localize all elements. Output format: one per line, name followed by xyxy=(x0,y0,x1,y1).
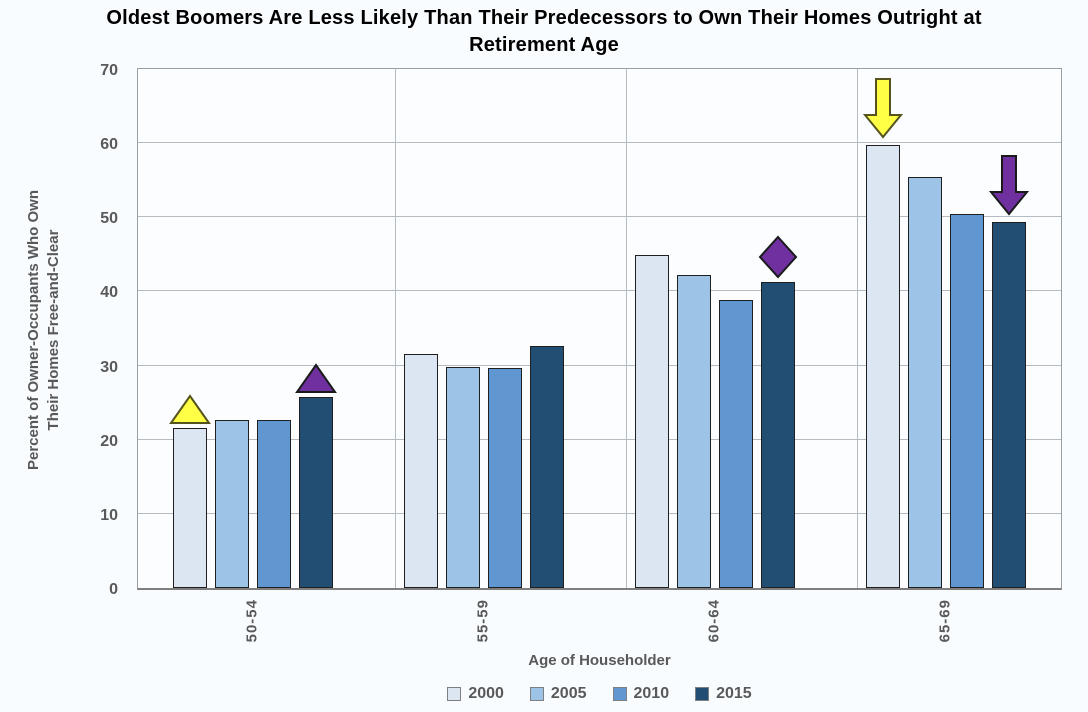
y-axis-ticks: 0 10 20 30 40 50 60 70 xyxy=(0,62,130,598)
legend-swatch-2015 xyxy=(695,687,710,701)
legend-swatch-2005 xyxy=(529,687,544,701)
triangle-up-marker xyxy=(295,363,337,394)
triangle-up-marker xyxy=(169,394,211,425)
y-tick-label-70: 70 xyxy=(100,62,118,79)
gridline-20 xyxy=(138,439,1061,440)
bar-65-69-2015 xyxy=(992,222,1026,588)
legend: 2000 2005 2010 2015 xyxy=(137,684,1062,704)
bar-55-59-2010 xyxy=(488,368,522,588)
gridline-30 xyxy=(138,365,1061,366)
gridline-10 xyxy=(138,513,1061,514)
y-tick-label-10: 10 xyxy=(100,507,118,524)
x-axis-ticks: 50-54 55-59 60-64 65-69 xyxy=(137,597,1062,653)
category-separator xyxy=(857,69,858,588)
bar-50-54-2005 xyxy=(215,420,249,588)
x-tick-label-55-59: 55-59 xyxy=(475,599,492,647)
y-tick-label-20: 20 xyxy=(100,433,118,450)
x-tick-text: 60-64 xyxy=(705,599,723,643)
bar-50-54-2000 xyxy=(173,428,207,588)
bar-65-69-2005 xyxy=(908,177,942,588)
legend-label-2005: 2005 xyxy=(550,685,587,702)
legend-item-2015: 2015 xyxy=(695,685,752,703)
gridline-40 xyxy=(138,290,1061,291)
bar-65-69-2010 xyxy=(950,214,984,588)
y-tick-label-60: 60 xyxy=(100,136,118,153)
gridline-50 xyxy=(138,216,1061,217)
y-tick-label-50: 50 xyxy=(100,210,118,227)
x-tick-text: 50-54 xyxy=(243,599,261,643)
chart-title-line1: Oldest Boomers Are Less Likely Than Thei… xyxy=(106,7,982,29)
x-tick-label-50-54: 50-54 xyxy=(244,599,261,647)
diamond-marker xyxy=(758,235,798,279)
legend-label-2000: 2000 xyxy=(468,685,504,702)
legend-item-2000: 2000 xyxy=(447,685,504,703)
legend-item-2005: 2005 xyxy=(529,685,587,703)
y-tick-label-0: 0 xyxy=(109,581,118,598)
x-tick-label-60-64: 60-64 xyxy=(706,599,723,647)
bar-60-64-2005 xyxy=(677,275,711,588)
gridline-60 xyxy=(138,142,1061,143)
bar-60-64-2000 xyxy=(635,255,669,588)
bar-55-59-2005 xyxy=(446,367,480,588)
x-tick-label-65-69: 65-69 xyxy=(937,599,954,647)
plot-area xyxy=(137,68,1062,590)
legend-label-2015: 2015 xyxy=(716,685,752,702)
bar-60-64-2010 xyxy=(719,300,753,588)
bar-55-59-2015 xyxy=(530,346,564,588)
chart-title-line2: Retirement Age xyxy=(469,34,619,56)
legend-item-2010: 2010 xyxy=(612,685,670,703)
category-separator xyxy=(626,69,627,588)
bar-65-69-2000 xyxy=(866,145,900,588)
x-tick-text: 65-69 xyxy=(936,599,954,643)
y-tick-label-40: 40 xyxy=(100,284,118,301)
arrow-down-marker xyxy=(988,154,1030,216)
y-tick-label-30: 30 xyxy=(100,359,118,376)
arrow-down-marker xyxy=(862,77,904,139)
x-tick-text: 55-59 xyxy=(474,599,492,643)
bar-50-54-2015 xyxy=(299,397,333,588)
legend-swatch-2000 xyxy=(447,687,462,701)
chart-title: Oldest Boomers Are Less Likely Than Thei… xyxy=(0,5,1088,59)
bar-50-54-2010 xyxy=(257,420,291,588)
legend-label-2010: 2010 xyxy=(633,685,670,702)
bar-55-59-2000 xyxy=(404,354,438,588)
legend-swatch-2010 xyxy=(612,687,627,701)
category-separator xyxy=(395,69,396,588)
x-axis-title: Age of Householder xyxy=(528,652,671,669)
bar-60-64-2015 xyxy=(761,282,795,588)
